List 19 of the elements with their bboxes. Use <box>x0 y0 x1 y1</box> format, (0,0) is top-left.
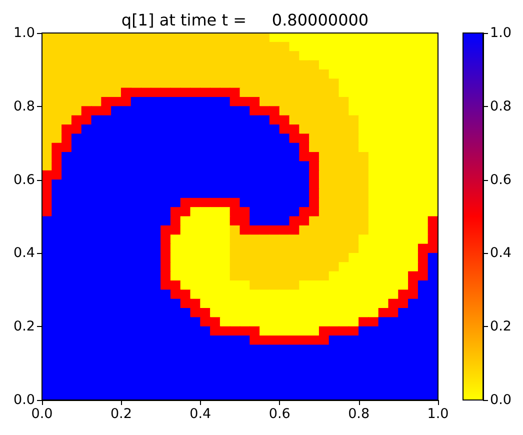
x-tick-label: 0.0 <box>31 406 53 422</box>
x-tick-label: 0.6 <box>268 406 290 422</box>
y-tick-label: 0.0 <box>14 392 35 408</box>
y-tick-label: 0.8 <box>14 98 35 114</box>
x-tick-label: 0.4 <box>190 406 212 422</box>
y-tick-label: 0.2 <box>14 318 35 335</box>
y-tick-label: 1.0 <box>14 25 35 41</box>
x-tick-label: 0.8 <box>348 406 370 422</box>
color-bar-label: 1.0 <box>490 25 512 41</box>
y-tick-label: 0.6 <box>14 172 35 188</box>
color-bar-label: 0.2 <box>490 318 512 335</box>
x-tick-label: 1.0 <box>427 406 449 422</box>
y-tick-label: 0.4 <box>14 245 35 262</box>
color-bar-label: 0.4 <box>490 245 512 262</box>
chart-title: q[1] at time t = 0.80000000 <box>121 10 369 30</box>
x-tick-label: 0.2 <box>110 406 132 422</box>
color-bar-label: 0.8 <box>490 98 512 114</box>
color-bar-label: 0.0 <box>490 392 512 408</box>
color-bar-label: 0.6 <box>490 172 512 188</box>
